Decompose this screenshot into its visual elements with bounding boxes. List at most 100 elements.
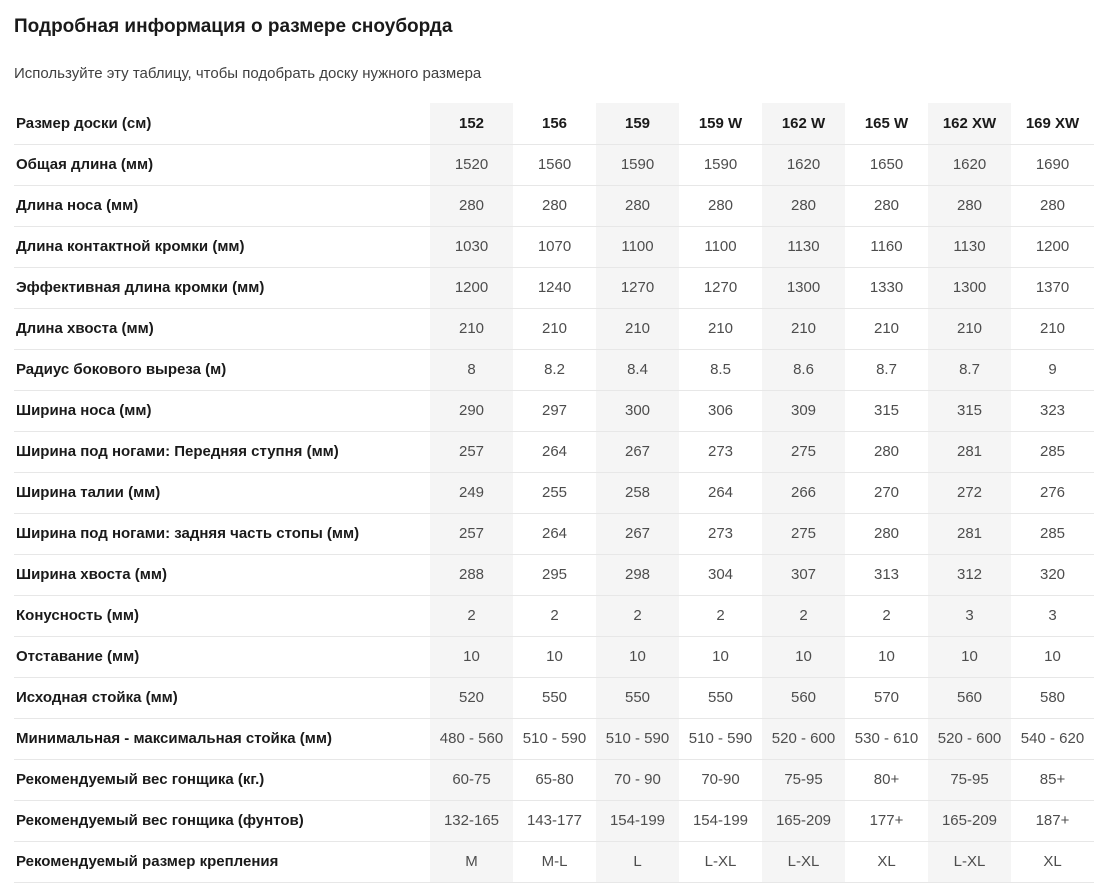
spec-value-cell: 1560 [513, 144, 596, 186]
spec-value-cell: 281 [928, 431, 1011, 473]
size-column-header: 152 [430, 103, 513, 145]
spec-value-cell: 264 [679, 472, 762, 514]
spec-value-cell: 2 [679, 595, 762, 637]
spec-value-cell: 10 [928, 636, 1011, 678]
spec-value-cell: 2 [596, 595, 679, 637]
spec-value-cell: 249 [430, 472, 513, 514]
size-column-header: 169 XW [1011, 103, 1094, 145]
spec-value-cell: 1100 [596, 226, 679, 268]
spec-value-cell: 10 [679, 636, 762, 678]
spec-value-cell: 280 [845, 431, 928, 473]
spec-value-cell: 177+ [845, 800, 928, 842]
spec-value-cell: 1270 [596, 267, 679, 309]
spec-row: Минимальная - максимальная стойка (мм) 48… [14, 718, 1094, 760]
spec-value-cell: 280 [845, 513, 928, 555]
spec-value-cell: 280 [430, 185, 513, 227]
spec-value-cell: 257 [430, 513, 513, 555]
spec-value-cell: 320 [1011, 554, 1094, 596]
spec-value-cell: 266 [762, 472, 845, 514]
spec-value-cell: 154-199 [596, 800, 679, 842]
spec-value-cell: 60-75 [430, 759, 513, 801]
spec-value-cell: 2 [762, 595, 845, 637]
size-header-row: Размер доски (см) 152 156 159 159 W 162 W 165 … [14, 103, 1094, 145]
spec-row-label: Ширина под ногами: Передняя ступня (мм) [14, 431, 430, 473]
spec-row: Конусность (мм) 2 2 2 2 2 2 3 3 [14, 595, 1094, 637]
spec-value-cell: 280 [762, 185, 845, 227]
spec-row-label: Ширина носа (мм) [14, 390, 430, 432]
spec-value-cell: L-XL [762, 841, 845, 883]
spec-value-cell: 8.6 [762, 349, 845, 391]
spec-value-cell: 530 - 610 [845, 718, 928, 760]
spec-value-cell: 273 [679, 513, 762, 555]
spec-value-cell: 560 [928, 677, 1011, 719]
spec-value-cell: 2 [513, 595, 596, 637]
spec-value-cell: 10 [1011, 636, 1094, 678]
spec-row-label: Общая длина (мм) [14, 144, 430, 186]
spec-row: Рекомендуемый вес гонщика (фунтов) 132-16… [14, 800, 1094, 842]
size-table-body: Общая длина (мм) 1520 1560 1590 1590 1620 1650… [14, 144, 1094, 883]
spec-value-cell: 540 - 620 [1011, 718, 1094, 760]
spec-value-cell: 2 [845, 595, 928, 637]
spec-value-cell: 550 [513, 677, 596, 719]
spec-row: Эффективная длина кромки (мм) 1200 1240 127… [14, 267, 1094, 309]
spec-value-cell: 1030 [430, 226, 513, 268]
spec-value-cell: 10 [762, 636, 845, 678]
spec-row-label: Ширина под ногами: задняя часть стопы (м… [14, 513, 430, 555]
spec-value-cell: 275 [762, 431, 845, 473]
spec-value-cell: 210 [679, 308, 762, 350]
spec-value-cell: 1200 [1011, 226, 1094, 268]
spec-value-cell: 1520 [430, 144, 513, 186]
spec-value-cell: 85+ [1011, 759, 1094, 801]
spec-value-cell: 280 [845, 185, 928, 227]
snowboard-size-table: Размер доски (см) 152 156 159 159 W 162 W 165 … [14, 103, 1094, 883]
spec-row: Исходная стойка (мм) 520 550 550 550 560 570 56… [14, 677, 1094, 719]
spec-value-cell: 276 [1011, 472, 1094, 514]
spec-value-cell: 312 [928, 554, 1011, 596]
spec-value-cell: 8 [430, 349, 513, 391]
spec-value-cell: 570 [845, 677, 928, 719]
spec-value-cell: 8.7 [845, 349, 928, 391]
spec-value-cell: 520 - 600 [762, 718, 845, 760]
spec-value-cell: 10 [430, 636, 513, 678]
size-column-header: 162 XW [928, 103, 1011, 145]
spec-value-cell: 1620 [762, 144, 845, 186]
spec-value-cell: 1160 [845, 226, 928, 268]
spec-value-cell: 9 [1011, 349, 1094, 391]
spec-value-cell: 270 [845, 472, 928, 514]
spec-value-cell: 75-95 [762, 759, 845, 801]
spec-value-cell: 313 [845, 554, 928, 596]
spec-value-cell: 3 [1011, 595, 1094, 637]
spec-value-cell: 304 [679, 554, 762, 596]
page-title: Подробная информация о размере сноуборда [14, 16, 453, 37]
spec-value-cell: 560 [762, 677, 845, 719]
spec-value-cell: 10 [845, 636, 928, 678]
spec-value-cell: 70-90 [679, 759, 762, 801]
spec-row: Длина контактной кромки (мм) 1030 1070 1100… [14, 226, 1094, 268]
spec-row-label: Длина носа (мм) [14, 185, 430, 227]
spec-row-label: Длина контактной кромки (мм) [14, 226, 430, 268]
spec-value-cell: 280 [513, 185, 596, 227]
spec-value-cell: 255 [513, 472, 596, 514]
spec-value-cell: 210 [596, 308, 679, 350]
spec-value-cell: 3 [928, 595, 1011, 637]
spec-value-cell: 550 [679, 677, 762, 719]
spec-value-cell: 257 [430, 431, 513, 473]
spec-value-cell: 210 [762, 308, 845, 350]
spec-row: Длина носа (мм) 280 280 280 280 280 280 280 280 [14, 185, 1094, 227]
spec-row-label: Исходная стойка (мм) [14, 677, 430, 719]
spec-value-cell: 80+ [845, 759, 928, 801]
spec-row: Длина хвоста (мм) 210 210 210 210 210 210 210 21… [14, 308, 1094, 350]
spec-value-cell: 1300 [762, 267, 845, 309]
spec-value-cell: 1200 [430, 267, 513, 309]
spec-value-cell: 210 [513, 308, 596, 350]
spec-value-cell: 165-209 [762, 800, 845, 842]
spec-value-cell: M-L [513, 841, 596, 883]
spec-value-cell: 300 [596, 390, 679, 432]
spec-row-label: Длина хвоста (мм) [14, 308, 430, 350]
spec-row-label: Рекомендуемый размер крепления [14, 841, 430, 883]
spec-value-cell: 510 - 590 [513, 718, 596, 760]
spec-value-cell: 10 [596, 636, 679, 678]
spec-row-label: Отставание (мм) [14, 636, 430, 678]
spec-row: Радиус бокового выреза (м) 8 8.2 8.4 8.5 8.6 8… [14, 349, 1094, 391]
spec-value-cell: 520 - 600 [928, 718, 1011, 760]
